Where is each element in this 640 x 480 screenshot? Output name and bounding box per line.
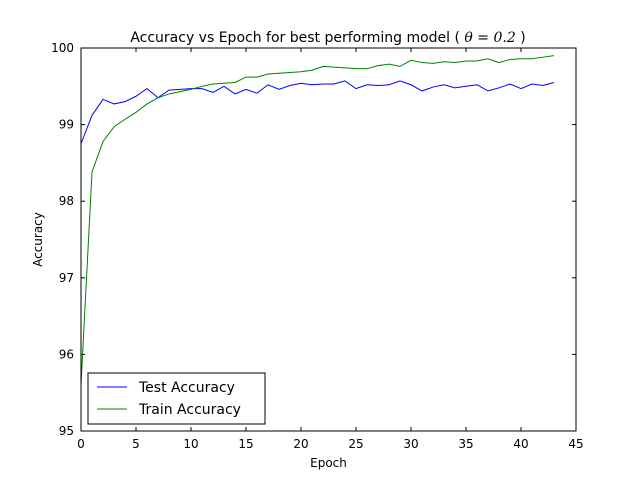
y-tick-label: 98 <box>59 194 74 208</box>
chart-title-prefix: Accuracy vs Epoch for best performing mo… <box>130 30 460 46</box>
plot-lines <box>80 55 555 386</box>
series-line-test-accuracy <box>80 80 555 144</box>
legend: Test Accuracy Train Accuracy <box>87 372 266 425</box>
plot-frame <box>80 47 577 432</box>
x-tick-label: 5 <box>132 437 140 451</box>
chart-title-math: θ = 0.2 <box>464 30 515 46</box>
y-tick-label: 95 <box>59 424 74 438</box>
y-tick-label: 100 <box>51 41 74 55</box>
y-axis-label: Accuracy <box>31 212 45 267</box>
y-tick-label: 97 <box>59 271 74 285</box>
legend-label-train-accuracy: Train Accuracy <box>138 402 241 418</box>
x-tick-label: 40 <box>513 437 528 451</box>
x-tick-label: 45 <box>568 437 583 451</box>
y-tick-label: 96 <box>59 347 74 361</box>
chart-title-suffix: ) <box>520 30 525 46</box>
x-tick-label: 20 <box>293 437 308 451</box>
y-tick-label: 99 <box>59 118 74 132</box>
x-tick-label: 30 <box>403 437 418 451</box>
x-tick-label: 25 <box>348 437 363 451</box>
x-tick-label: 15 <box>238 437 253 451</box>
series-line-train-accuracy <box>80 55 555 386</box>
x-axis-label: Epoch <box>310 456 347 470</box>
legend-box <box>87 372 266 425</box>
axis-ticks: 0 5 10 15 20 25 30 35 40 45 95 96 97 98 99 100 <box>51 41 584 451</box>
legend-label-test-accuracy: Test Accuracy <box>138 380 235 396</box>
x-tick-label: 0 <box>77 437 85 451</box>
x-tick-label: 10 <box>183 437 198 451</box>
chart-title: Accuracy vs Epoch for best performing mo… <box>130 30 525 46</box>
x-tick-label: 35 <box>458 437 473 451</box>
